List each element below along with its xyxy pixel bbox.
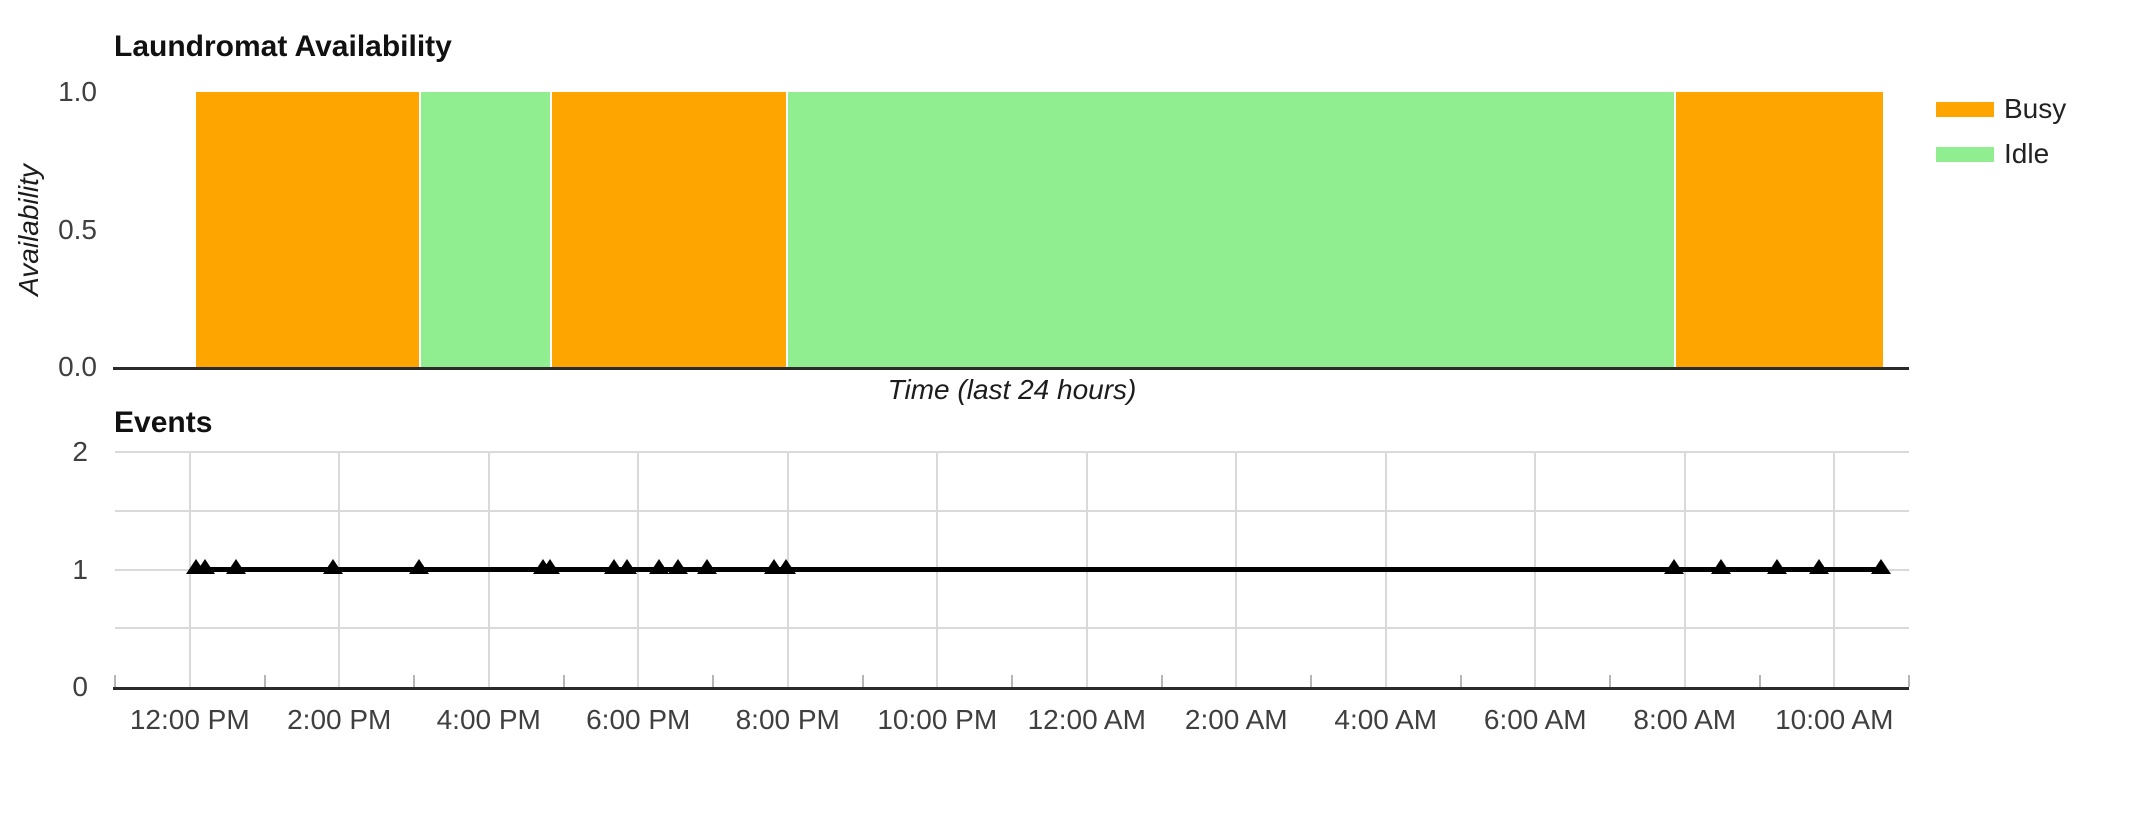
events-chart-title: Events [114,406,213,439]
legend-label-busy: Busy [2004,93,2067,124]
legend-swatch-busy [1936,102,1994,117]
events-x-tick-label: 6:00 AM [1483,704,1587,735]
event-marker [540,558,561,574]
availability-chart-title: Laundromat Availability [114,30,452,63]
events-minor-tick [263,675,266,687]
events-minor-tick [1908,675,1910,687]
event-marker [1663,558,1684,574]
event-marker [649,558,670,574]
event-marker [1710,558,1731,574]
events-x-axis-line [113,687,1909,690]
events-x-tick-label: 4:00 AM [1334,704,1438,735]
availability-x-axis-label: Time (last 24 hours) [887,374,1137,405]
event-marker [1766,558,1787,574]
events-horizontal-gridline [115,451,1909,453]
events-x-tick-label: 8:00 PM [735,704,840,735]
events-x-tick-label: 2:00 AM [1184,704,1288,735]
events-y-tick-label: 0 [72,671,88,702]
events-minor-tick [1011,675,1013,687]
events-x-tick-label: 12:00 PM [129,704,250,735]
events-horizontal-gridline [115,627,1909,630]
event-marker [409,558,430,574]
events-minor-tick [1160,675,1163,687]
events-minor-tick [562,675,565,687]
event-marker [697,558,718,574]
events-minor-tick [1459,675,1462,687]
events-minor-tick [1310,675,1312,687]
availability-band-busy [550,92,788,367]
events-x-tick-label: 10:00 PM [877,704,998,735]
events-minor-tick [114,675,116,687]
events-minor-tick [1758,675,1761,687]
events-y-tick-label: 1 [72,553,88,585]
availability-y-tick-label: 0.0 [58,351,97,382]
events-horizontal-gridline [115,509,1909,512]
availability-band-idle [419,92,553,367]
event-marker [323,558,344,574]
event-marker [194,558,215,574]
events-x-tick-label: 12:00 AM [1027,704,1146,735]
event-marker [775,558,796,574]
events-minor-tick [861,675,864,687]
availability-y-tick-label: 0.5 [58,213,97,245]
legend-label-idle: Idle [2004,138,2050,169]
event-marker [1870,558,1891,574]
availability-x-axis-line [113,367,1909,370]
events-minor-tick [1609,675,1611,687]
events-x-tick-label: 6:00 PM [586,704,691,735]
event-marker [617,558,638,574]
events-series-line [195,567,1881,572]
availability-band-busy [195,92,420,367]
events-x-tick-label: 4:00 PM [436,704,541,735]
events-minor-tick [413,675,415,687]
availability-band-busy [1673,92,1883,367]
event-marker [667,558,688,574]
events-x-tick-label: 10:00 AM [1775,704,1894,735]
availability-y-tick-label: 1.0 [58,76,97,107]
events-minor-tick [712,675,714,687]
legend-swatch-idle [1936,147,1994,162]
events-x-tick-label: 2:00 PM [287,704,392,735]
events-x-tick-label: 8:00 AM [1633,704,1737,735]
availability-band-idle [785,92,1676,367]
event-marker [1809,558,1830,574]
events-y-tick-label: 2 [72,436,88,467]
event-marker [226,558,247,574]
